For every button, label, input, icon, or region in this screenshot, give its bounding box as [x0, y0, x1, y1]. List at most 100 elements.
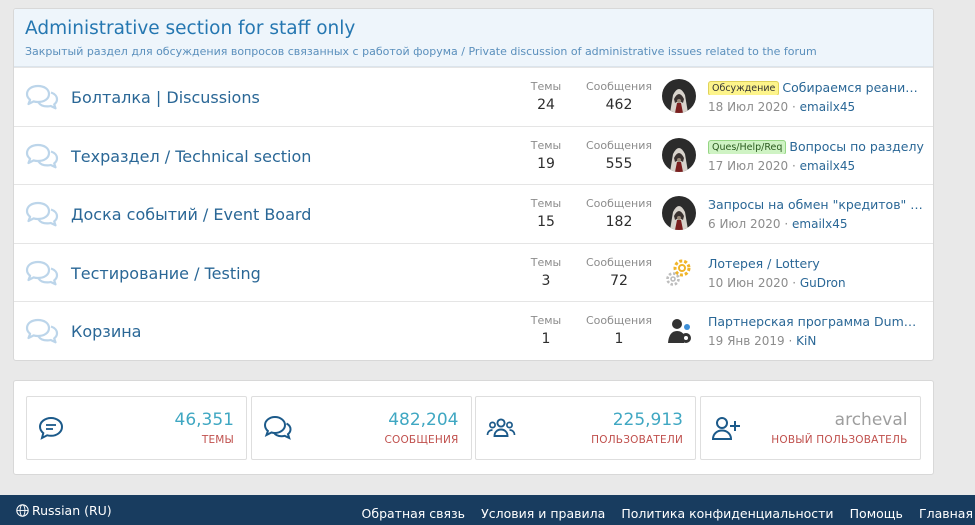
comment-icon — [37, 414, 67, 442]
threads-stat: Темы 19 — [511, 139, 581, 172]
footer-link-contact[interactable]: Обратная связь — [361, 506, 466, 521]
last-post-meta: 19 Янв 2019 · KiN — [708, 334, 817, 349]
last-post-title-text[interactable]: Вопросы по разделу — [789, 138, 924, 154]
last-post-title[interactable]: Запросы на обмен "кредитов" / Requests — [708, 197, 924, 212]
thread-prefix[interactable]: Ques/Help/Req — [708, 139, 787, 154]
messages-label: Сообщения — [585, 255, 652, 269]
avatar-assassin[interactable] — [662, 137, 696, 172]
stat-value: 46,351 — [174, 410, 234, 430]
stat-value: 482,204 — [388, 410, 459, 430]
last-post-meta: 10 Июн 2020 · GuDron — [708, 275, 846, 290]
chat-bubbles-icon — [24, 259, 60, 287]
threads-stat: Темы 15 — [511, 197, 581, 230]
threads-count: 3 — [541, 272, 551, 289]
avatar-assassin[interactable] — [662, 196, 696, 231]
stat-value[interactable]: archeval — [834, 410, 908, 430]
stat-messages-card: 482,204 СООБЩЕНИЯ — [250, 396, 472, 460]
chat-bubbles-icon — [24, 142, 60, 170]
last-post-date[interactable]: 18 Июл 2020 — [708, 100, 789, 114]
threads-count: 15 — [537, 214, 555, 231]
last-post-title-text[interactable]: Лотерея / Lottery — [708, 255, 820, 271]
last-post-title[interactable]: Лотерея / Lottery — [708, 256, 924, 271]
stat-value: 225,913 — [612, 410, 683, 430]
category-title[interactable]: Administrative section for staff only — [25, 18, 356, 39]
messages-count: 462 — [605, 97, 633, 113]
last-post-title[interactable]: Партнерская программа Dumpz.ws — [708, 314, 924, 329]
forum-node-row: Болталка | Discussions Темы 24 Сообщения… — [14, 67, 933, 126]
last-post-title-text[interactable]: Запросы на обмен "кредитов" / Requests — [708, 197, 924, 213]
messages-count: 1 — [614, 331, 624, 348]
footer-link-privacy[interactable]: Политика конфиденциальности — [621, 506, 834, 521]
last-post-user[interactable]: KiN — [796, 334, 817, 349]
threads-count: 1 — [541, 331, 551, 348]
last-post-title-text[interactable]: Партнерская программа Dumpz.ws — [708, 314, 924, 330]
last-post-meta: 18 Июл 2020 · emailx45 — [708, 100, 856, 114]
last-post-date[interactable]: 19 Янв 2019 — [708, 334, 785, 349]
threads-label: Темы — [530, 138, 562, 152]
chat-bubbles-icon — [24, 83, 60, 111]
forum-node-row: Тестирование / Testing Темы 3 Сообщения … — [14, 242, 933, 302]
last-post-title[interactable]: Ques/Help/Req Вопросы по разделу — [708, 139, 924, 154]
globe-icon — [16, 504, 29, 517]
messages-stat: Сообщения 1 — [584, 314, 654, 347]
messages-count: 555 — [605, 155, 633, 172]
last-post-user[interactable]: emailx45 — [799, 158, 856, 173]
threads-label: Темы — [530, 255, 562, 269]
category-header: Administrative section for staff only За… — [14, 9, 933, 67]
threads-label: Темы — [530, 314, 562, 328]
chat-bubbles-icon — [24, 200, 60, 228]
footer-bar: Russian (RU) Обратная связь Условия и пр… — [0, 495, 975, 525]
stat-label: ПОЛЬЗОВАТЕЛИ — [591, 434, 683, 446]
footer-links: Обратная связь Условия и правила Политик… — [351, 503, 973, 522]
messages-stat: Сообщения 182 — [584, 197, 654, 230]
threads-stat: Темы 3 — [511, 256, 581, 289]
forum-node-row: Техраздел / Technical section Темы 19 Со… — [14, 125, 933, 185]
forum-title-link[interactable]: Корзина — [71, 322, 142, 342]
chat-bubbles-icon — [24, 317, 60, 345]
thread-prefix[interactable]: Обсуждение — [708, 81, 780, 95]
comments-icon — [262, 414, 292, 442]
last-post-user[interactable]: emailx45 — [792, 217, 848, 232]
forum-title-link[interactable]: Болталка | Discussions — [71, 88, 260, 107]
avatar-gears[interactable] — [662, 254, 696, 289]
forum-node-row: Корзина Темы 1 Сообщения 1 Партнерская п… — [14, 301, 933, 360]
forum-category-block: Administrative section for staff only За… — [13, 8, 934, 361]
messages-label: Сообщения — [585, 80, 652, 93]
stat-threads-card: 46,351 ТЕМЫ — [26, 396, 247, 460]
forum-title-link[interactable]: Техраздел / Technical section — [71, 146, 312, 166]
footer-link-terms[interactable]: Условия и правила — [481, 506, 606, 521]
last-post-user[interactable]: emailx45 — [799, 100, 856, 114]
last-post-date[interactable]: 6 Июл 2020 — [708, 217, 781, 232]
users-icon — [486, 414, 516, 442]
user-plus-icon — [711, 414, 741, 442]
stat-label: НОВЫЙ ПОЛЬЗОВАТЕЛЬ — [771, 434, 908, 446]
messages-label: Сообщения — [585, 138, 652, 152]
messages-label: Сообщения — [585, 197, 652, 211]
messages-stat: Сообщения 462 — [584, 80, 654, 113]
stat-label: ТЕМЫ — [201, 434, 234, 446]
threads-count: 19 — [537, 155, 555, 172]
messages-label: Сообщения — [585, 314, 652, 328]
avatar-admin[interactable] — [662, 313, 696, 348]
last-post-user[interactable]: GuDron — [799, 275, 846, 290]
last-post-title-text[interactable]: Собираемся реанимировать — [782, 80, 924, 95]
last-post-date[interactable]: 10 Июн 2020 — [708, 275, 789, 290]
messages-stat: Сообщения 72 — [584, 256, 654, 289]
threads-count: 24 — [537, 97, 555, 113]
threads-stat: Темы 24 — [511, 80, 581, 113]
language-label: Russian (RU) — [32, 503, 112, 518]
messages-count: 182 — [605, 214, 633, 231]
footer-link-help[interactable]: Помощь — [849, 506, 903, 521]
threads-label: Темы — [530, 80, 562, 93]
language-chooser[interactable]: Russian (RU) — [16, 503, 112, 518]
threads-stat: Темы 1 — [511, 314, 581, 347]
stat-new-user-card: archeval НОВЫЙ ПОЛЬЗОВАТЕЛЬ — [699, 396, 921, 460]
footer-link-home[interactable]: Главная — [919, 506, 973, 521]
forum-title-link[interactable]: Доска событий / Event Board — [71, 205, 312, 225]
messages-count: 72 — [610, 272, 628, 289]
avatar-assassin[interactable] — [662, 79, 696, 113]
last-post-date[interactable]: 17 Июл 2020 — [708, 158, 789, 173]
last-post-meta: 17 Июл 2020 · emailx45 — [708, 158, 856, 173]
forum-title-link[interactable]: Тестирование / Testing — [71, 263, 261, 283]
